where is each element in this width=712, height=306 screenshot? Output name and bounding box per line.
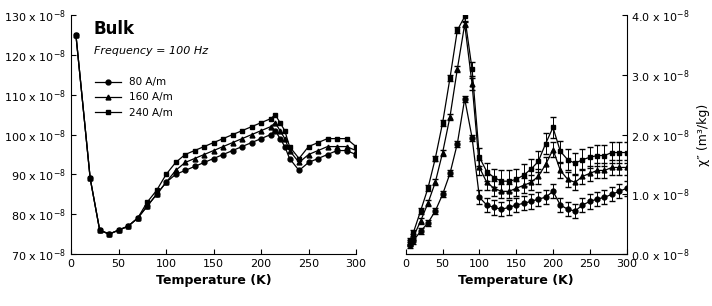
Legend: 80 A/m, 160 A/m, 240 A/m: 80 A/m, 160 A/m, 240 A/m: [90, 73, 177, 122]
X-axis label: Temperature (K): Temperature (K): [156, 274, 271, 287]
Text: Bulk: Bulk: [94, 20, 135, 38]
Text: Frequency = 100 Hz: Frequency = 100 Hz: [94, 46, 208, 56]
X-axis label: Temperature (K): Temperature (K): [459, 274, 574, 287]
Y-axis label: χ″ (m³/kg): χ″ (m³/kg): [697, 103, 710, 166]
